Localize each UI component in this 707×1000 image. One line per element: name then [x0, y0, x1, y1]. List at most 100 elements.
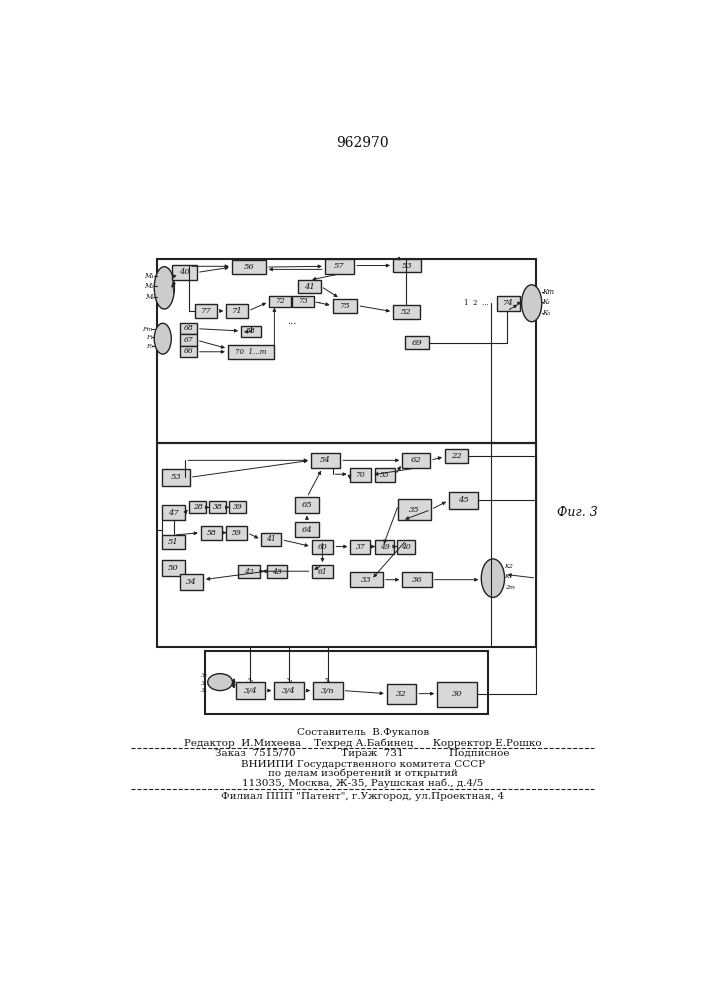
FancyBboxPatch shape	[375, 468, 395, 482]
FancyBboxPatch shape	[172, 265, 197, 280]
Text: 72: 72	[275, 297, 285, 305]
FancyBboxPatch shape	[351, 572, 383, 587]
Text: 51: 51	[168, 538, 179, 546]
Text: 57: 57	[334, 262, 345, 270]
Text: 58: 58	[246, 327, 256, 335]
FancyBboxPatch shape	[228, 345, 274, 359]
Text: М₁: М₁	[144, 272, 154, 280]
Text: 68: 68	[184, 324, 193, 332]
Text: 71: 71	[232, 307, 243, 315]
Text: К1: К1	[505, 574, 513, 579]
Ellipse shape	[522, 285, 542, 322]
Text: Заказ  7515/70              Тираж  731              Подписное: Заказ 7515/70 Тираж 731 Подписное	[216, 749, 510, 758]
Text: 33: 33	[361, 576, 372, 584]
FancyBboxPatch shape	[296, 522, 319, 537]
Text: 66: 66	[184, 347, 193, 355]
Text: 43: 43	[271, 568, 281, 576]
Text: 53: 53	[402, 262, 412, 270]
Text: М₂: М₂	[144, 282, 154, 290]
Text: 962970: 962970	[337, 136, 389, 150]
Text: ...: ...	[288, 317, 297, 326]
FancyBboxPatch shape	[180, 334, 197, 346]
FancyBboxPatch shape	[351, 540, 370, 554]
FancyBboxPatch shape	[241, 326, 261, 337]
FancyBboxPatch shape	[274, 682, 304, 699]
Text: 54: 54	[320, 456, 331, 464]
Text: ...: ...	[312, 296, 322, 305]
FancyBboxPatch shape	[437, 682, 477, 707]
Text: К2: К2	[505, 564, 513, 569]
FancyBboxPatch shape	[162, 560, 185, 576]
FancyBboxPatch shape	[238, 565, 259, 578]
FancyBboxPatch shape	[209, 501, 226, 513]
FancyBboxPatch shape	[162, 535, 185, 549]
FancyBboxPatch shape	[332, 299, 357, 312]
FancyBboxPatch shape	[445, 449, 468, 463]
Text: 58: 58	[206, 529, 216, 537]
FancyBboxPatch shape	[402, 572, 432, 587]
Text: 30: 30	[452, 690, 462, 698]
Text: 77: 77	[201, 307, 211, 315]
FancyBboxPatch shape	[497, 296, 520, 311]
FancyBboxPatch shape	[313, 682, 343, 699]
Text: 2m: 2m	[505, 585, 515, 590]
Text: 38: 38	[213, 503, 223, 511]
Text: Составитель  В.Фукалов: Составитель В.Фукалов	[297, 728, 429, 737]
Text: 3ₙ: 3ₙ	[201, 688, 207, 693]
Text: 35: 35	[409, 506, 420, 514]
Ellipse shape	[481, 559, 505, 597]
Text: 3₀: 3₀	[247, 677, 254, 685]
FancyBboxPatch shape	[195, 304, 217, 318]
Text: 69: 69	[411, 339, 422, 347]
Text: 3ₙ: 3ₙ	[325, 677, 332, 685]
Text: 62: 62	[411, 456, 421, 464]
FancyBboxPatch shape	[387, 684, 416, 704]
Text: 28: 28	[193, 503, 202, 511]
Text: 74: 74	[503, 299, 514, 307]
Text: 70  1...m: 70 1...m	[235, 348, 267, 356]
Text: 49: 49	[380, 543, 390, 551]
FancyBboxPatch shape	[162, 469, 190, 486]
FancyBboxPatch shape	[325, 259, 354, 274]
Text: 73: 73	[298, 297, 308, 305]
Text: 36: 36	[411, 576, 422, 584]
Text: Фиг. 3: Фиг. 3	[557, 506, 598, 519]
Text: 34: 34	[186, 578, 197, 586]
Text: К₁: К₁	[542, 298, 551, 306]
Text: 3/n: 3/n	[321, 687, 334, 695]
Text: 113035, Москва, Ж-35, Раушская наб., д.4/5: 113035, Москва, Ж-35, Раушская наб., д.4…	[242, 778, 484, 788]
FancyBboxPatch shape	[402, 453, 430, 468]
FancyBboxPatch shape	[292, 296, 314, 307]
FancyBboxPatch shape	[180, 574, 203, 590]
FancyBboxPatch shape	[375, 540, 394, 554]
Text: Мₖ: Мₖ	[145, 293, 154, 301]
FancyBboxPatch shape	[201, 526, 222, 540]
Text: 45: 45	[458, 496, 469, 504]
FancyBboxPatch shape	[398, 499, 431, 520]
Text: 37: 37	[356, 543, 366, 551]
FancyBboxPatch shape	[235, 682, 265, 699]
Ellipse shape	[208, 674, 233, 691]
Text: Редактор  И.Михеева    Техред А.Бабинец      Корректор Е.Рошко: Редактор И.Михеева Техред А.Бабинец Корр…	[184, 738, 542, 748]
Text: 3₀: 3₀	[201, 673, 207, 678]
FancyBboxPatch shape	[449, 492, 478, 509]
Text: 59: 59	[232, 529, 242, 537]
FancyBboxPatch shape	[296, 497, 319, 513]
Text: 61: 61	[317, 568, 327, 576]
FancyBboxPatch shape	[189, 501, 206, 513]
Text: 64: 64	[302, 526, 312, 534]
Text: Кт: Кт	[542, 288, 554, 296]
Text: 40: 40	[179, 268, 190, 276]
FancyBboxPatch shape	[226, 526, 247, 540]
FancyBboxPatch shape	[312, 565, 333, 578]
Text: F₀: F₀	[146, 344, 153, 349]
Text: ВНИИПИ Государственного комитета СССР: ВНИИПИ Государственного комитета СССР	[240, 760, 485, 769]
Text: F₁: F₁	[146, 335, 153, 340]
FancyBboxPatch shape	[180, 346, 197, 357]
FancyBboxPatch shape	[226, 304, 248, 318]
Text: 39: 39	[233, 503, 243, 511]
FancyBboxPatch shape	[298, 280, 321, 293]
FancyBboxPatch shape	[397, 540, 416, 554]
FancyBboxPatch shape	[180, 323, 197, 334]
Ellipse shape	[154, 267, 175, 309]
